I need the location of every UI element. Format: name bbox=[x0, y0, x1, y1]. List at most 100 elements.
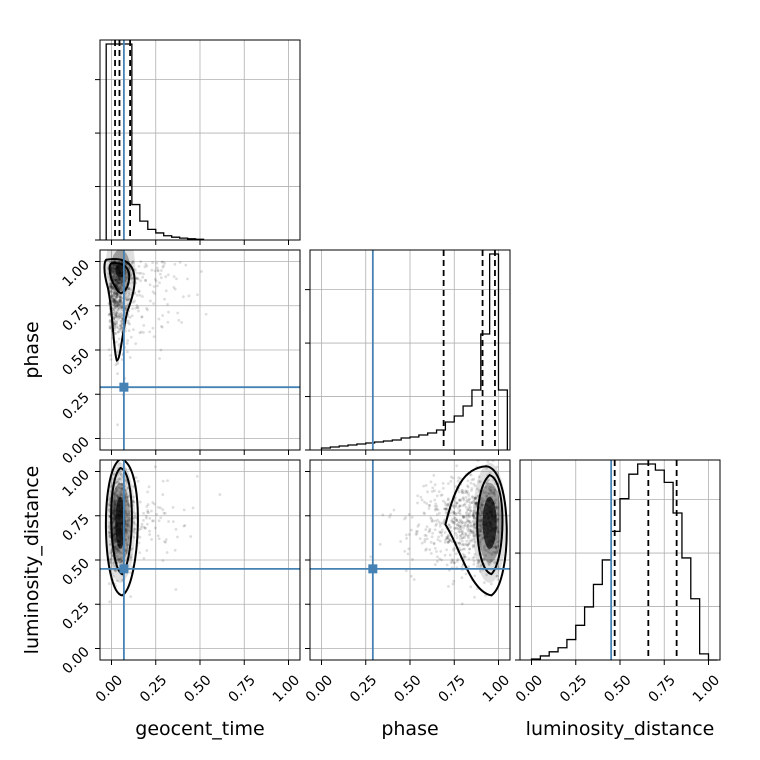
x-tick-label: 0.75 bbox=[646, 672, 679, 705]
sample-point bbox=[127, 287, 131, 290]
sample-point bbox=[496, 490, 500, 493]
sample-point bbox=[111, 266, 115, 269]
sample-point bbox=[109, 551, 113, 555]
sample-point bbox=[163, 297, 166, 301]
sample-point bbox=[435, 507, 439, 511]
sample-point bbox=[470, 489, 473, 492]
sample-point bbox=[126, 319, 130, 323]
sample-point bbox=[115, 280, 119, 284]
sample-point bbox=[113, 274, 116, 278]
sample-point bbox=[115, 325, 119, 329]
sample-point bbox=[454, 531, 457, 535]
sample-point bbox=[110, 284, 114, 288]
sample-point bbox=[114, 498, 118, 502]
scatter-group-phase-luminosity_distance bbox=[310, 460, 510, 660]
sample-point bbox=[124, 528, 128, 532]
sample-point bbox=[113, 268, 116, 272]
sample-point bbox=[472, 506, 476, 509]
sample-point bbox=[112, 312, 115, 315]
sample-point bbox=[109, 285, 113, 288]
sample-point bbox=[117, 281, 121, 285]
sample-point bbox=[113, 266, 117, 270]
sample-point bbox=[457, 490, 461, 494]
sample-point bbox=[456, 558, 460, 561]
sample-point bbox=[115, 293, 119, 296]
sample-point bbox=[134, 306, 138, 310]
sample-point bbox=[458, 524, 461, 528]
sample-point bbox=[132, 522, 136, 525]
sample-point bbox=[112, 512, 116, 515]
sample-point bbox=[468, 514, 472, 518]
sample-point bbox=[449, 475, 453, 479]
sample-point bbox=[113, 514, 116, 518]
sample-point bbox=[115, 300, 119, 304]
sample-point bbox=[140, 522, 144, 526]
sample-point bbox=[116, 362, 120, 366]
sample-point bbox=[487, 492, 491, 495]
sample-point bbox=[113, 453, 116, 456]
sample-point bbox=[111, 287, 115, 291]
sample-point bbox=[178, 260, 182, 264]
sample-point bbox=[113, 331, 117, 335]
sample-point bbox=[109, 542, 113, 546]
sample-point bbox=[114, 546, 118, 550]
sample-point bbox=[487, 551, 490, 554]
sample-point bbox=[473, 534, 476, 538]
sample-point bbox=[107, 348, 111, 352]
density-peak bbox=[115, 263, 126, 278]
sample-point bbox=[135, 271, 139, 275]
sample-point bbox=[182, 524, 186, 528]
sample-point bbox=[113, 502, 117, 506]
sample-point bbox=[109, 327, 113, 330]
sample-point bbox=[200, 270, 203, 273]
sample-point bbox=[161, 559, 165, 562]
sample-point bbox=[109, 291, 113, 294]
sample-point bbox=[429, 552, 433, 555]
sample-point bbox=[146, 490, 150, 494]
sample-point bbox=[436, 508, 440, 512]
sample-point bbox=[472, 515, 476, 519]
sample-point bbox=[156, 268, 160, 272]
sample-point bbox=[436, 555, 439, 559]
sample-point bbox=[112, 498, 116, 502]
sample-point bbox=[113, 294, 117, 298]
sample-point bbox=[469, 524, 473, 528]
sample-point bbox=[117, 277, 121, 281]
sample-point bbox=[113, 273, 117, 277]
sample-point bbox=[490, 491, 493, 495]
sample-point bbox=[449, 525, 453, 529]
sample-point bbox=[119, 313, 123, 317]
sample-point bbox=[113, 321, 116, 324]
sample-point bbox=[447, 584, 450, 588]
sample-point bbox=[114, 493, 117, 497]
sample-point bbox=[487, 487, 491, 491]
sample-point bbox=[139, 330, 143, 334]
sample-point bbox=[445, 563, 449, 567]
sample-point bbox=[161, 260, 165, 264]
sample-point bbox=[455, 559, 459, 563]
sample-point bbox=[119, 493, 123, 497]
sample-point bbox=[444, 503, 448, 507]
sample-point bbox=[460, 490, 464, 494]
sample-point bbox=[440, 534, 444, 537]
sample-point bbox=[493, 542, 497, 546]
sample-point bbox=[479, 564, 483, 568]
sample-point bbox=[423, 512, 426, 516]
sample-point bbox=[114, 311, 117, 315]
sample-point bbox=[117, 281, 121, 285]
sample-point bbox=[455, 501, 459, 505]
sample-point bbox=[454, 504, 458, 508]
sample-point bbox=[117, 277, 120, 281]
sample-point bbox=[457, 523, 461, 527]
sample-point bbox=[494, 545, 498, 548]
sample-point bbox=[435, 560, 439, 563]
sample-point bbox=[469, 585, 473, 589]
sample-point bbox=[117, 313, 121, 317]
sample-point bbox=[111, 286, 114, 290]
sample-point bbox=[114, 480, 118, 484]
sample-point bbox=[466, 485, 470, 489]
sample-point bbox=[432, 542, 436, 546]
sample-point bbox=[119, 295, 122, 299]
sample-point bbox=[110, 269, 114, 273]
sample-point bbox=[424, 484, 428, 487]
